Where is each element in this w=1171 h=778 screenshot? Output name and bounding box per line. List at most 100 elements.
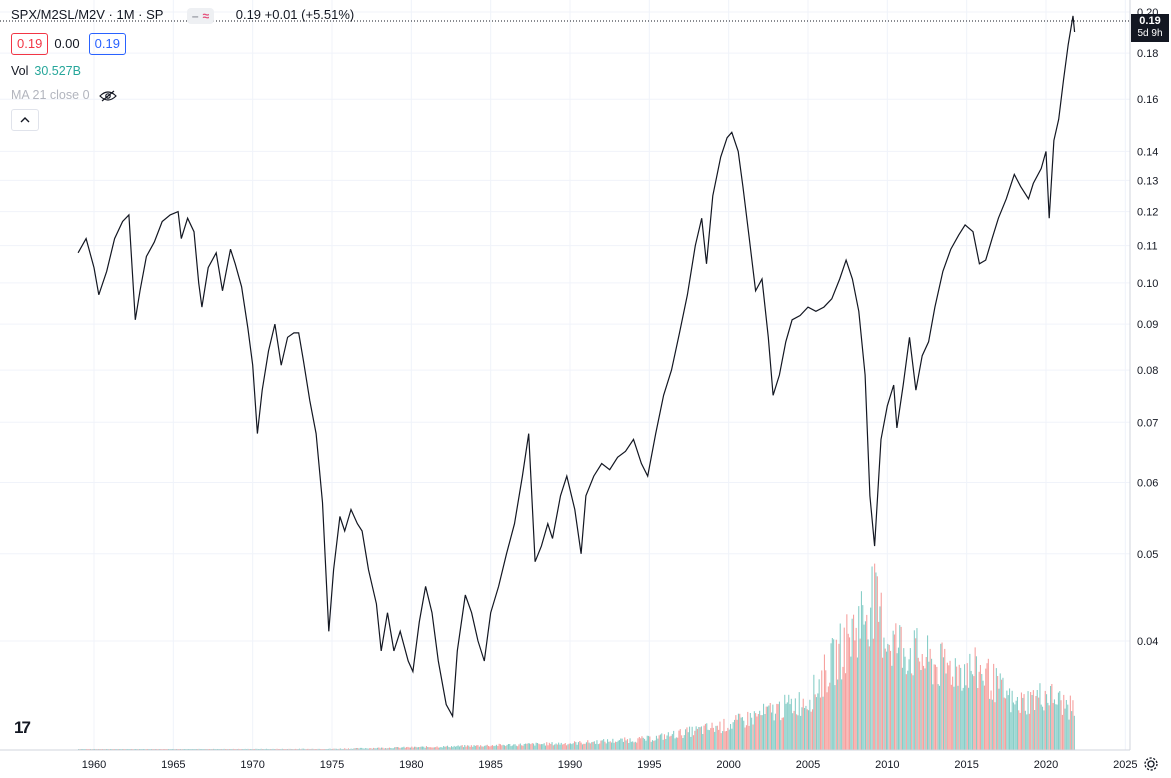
volume-legend[interactable]: Vol 30.527B — [11, 64, 81, 78]
volume-bar — [841, 679, 843, 750]
volume-bar — [749, 713, 751, 750]
compare-pill[interactable]: – ≈ — [186, 7, 215, 24]
volume-bar — [737, 713, 739, 750]
symbol-title[interactable]: SPX/M2SL/M2V · 1M · SP — [11, 7, 164, 22]
time-axis-labels: 1960 1965 1970 1975 1980 1985 1990 1995 2000 2005… — [82, 759, 1138, 771]
volume-bar — [710, 728, 712, 750]
volume-bar — [978, 671, 980, 750]
volume-bar — [636, 742, 638, 750]
y-tick-label: 0.07 — [1137, 417, 1158, 429]
volume-bar — [398, 747, 400, 750]
indicator-legend[interactable]: MA 21 close 0 — [11, 88, 117, 102]
collapse-legend-button[interactable] — [11, 109, 39, 131]
volume-bar — [739, 713, 741, 750]
volume-bar — [704, 723, 706, 750]
y-tick-label: 0.06 — [1137, 478, 1158, 490]
volume-bar — [813, 674, 815, 750]
volume-bar — [1072, 700, 1074, 750]
volume-bar — [815, 697, 817, 750]
volume-bar — [916, 628, 918, 750]
volume-bar — [559, 744, 561, 750]
volume-bar — [414, 746, 416, 750]
volume-bar — [827, 686, 829, 750]
approx-icon: ≈ — [202, 8, 210, 23]
volume-bar — [312, 748, 314, 750]
volume-bar — [400, 747, 402, 750]
volume-bar — [379, 748, 381, 750]
volume-bar — [997, 676, 999, 750]
volume-bar — [846, 614, 848, 750]
volume-bar — [977, 688, 979, 750]
y-tick-label: 0.11 — [1137, 241, 1158, 253]
volume-bar — [583, 743, 585, 750]
volume-bar — [755, 713, 757, 750]
volume-bar — [490, 745, 492, 750]
volume-bar — [715, 725, 717, 750]
volume-bar — [522, 745, 524, 750]
volume-bar — [514, 744, 516, 750]
volume-bar — [593, 741, 595, 750]
volume-bar — [441, 747, 443, 750]
tradingview-logo[interactable]: 17 — [14, 718, 31, 738]
logo-text: 17 — [14, 718, 31, 737]
volume-bar — [745, 725, 747, 750]
buy-price-box[interactable]: 0.19 — [88, 33, 126, 55]
volume-bar — [781, 717, 783, 750]
volume-bar — [1067, 704, 1069, 750]
volume-bar — [517, 746, 519, 750]
volume-bar — [255, 748, 257, 750]
volume-bar — [957, 685, 959, 750]
volume-bar — [1064, 708, 1066, 750]
volume-bar — [1073, 715, 1075, 750]
volume-bar — [432, 747, 434, 750]
sell-price-box[interactable]: 0.19 — [11, 33, 49, 55]
volume-bar — [355, 748, 357, 750]
volume-bar — [449, 747, 451, 750]
volume-bar — [884, 648, 886, 750]
volume-bar — [589, 743, 591, 750]
x-tick-label: 2010 — [875, 759, 899, 771]
volume-bar — [399, 748, 401, 750]
volume-bar — [466, 745, 468, 750]
volume-bar — [1050, 686, 1052, 750]
volume-bar — [563, 744, 565, 750]
volume-bar — [685, 729, 687, 750]
volume-bar — [431, 747, 433, 750]
volume-bar — [501, 745, 503, 750]
volume-bar — [817, 693, 819, 750]
volume-bar — [465, 746, 467, 750]
volume-bar — [653, 740, 655, 750]
volume-bar — [986, 663, 988, 750]
volume-bar — [866, 614, 868, 750]
volume-bar — [654, 740, 656, 750]
volume-bar — [260, 748, 262, 750]
volume-bar — [395, 747, 397, 750]
volume-bar — [831, 638, 833, 750]
volume-bar — [983, 685, 985, 750]
volume-bar — [288, 748, 290, 750]
volume-bar — [1044, 690, 1046, 750]
chart-settings-button[interactable] — [1143, 756, 1159, 776]
volume-bar — [671, 734, 673, 750]
y-tick-label: 0.18 — [1137, 48, 1158, 60]
eye-crossed-icon[interactable] — [99, 90, 117, 102]
volume-bar — [595, 743, 597, 750]
volume-bar — [628, 743, 630, 750]
volume-bar — [554, 744, 556, 750]
volume-bar — [936, 666, 938, 750]
volume-bar — [973, 676, 975, 750]
volume-bar — [989, 698, 991, 750]
indicator-label: MA 21 close 0 — [11, 88, 90, 102]
price-boxes: 0.19 0.00 0.19 — [11, 33, 132, 55]
volume-bar — [417, 747, 419, 750]
volume-bar — [999, 673, 1001, 750]
volume-bar — [386, 748, 388, 750]
volume-bar — [1057, 692, 1059, 750]
volume-bar — [515, 745, 517, 750]
volume-bar — [458, 746, 460, 750]
y-tick-label: 0.14 — [1137, 146, 1158, 158]
volume-bar — [699, 727, 701, 750]
volume-bar — [1015, 700, 1017, 750]
volume-bar — [879, 606, 881, 750]
